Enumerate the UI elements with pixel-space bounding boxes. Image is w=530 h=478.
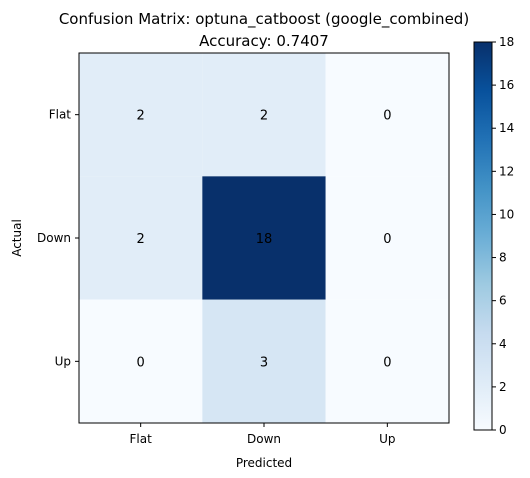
cell-value-label: 2 <box>260 109 268 124</box>
colorbar-tick-label: 2 <box>499 380 507 394</box>
heatmap-cell <box>202 299 326 423</box>
heatmap-cells <box>79 53 449 423</box>
heatmap-cell <box>325 53 449 177</box>
cell-value-label: 2 <box>137 232 145 247</box>
heatmap-cell <box>325 299 449 423</box>
colorbar <box>473 41 493 431</box>
y-axis-label: Actual <box>10 219 24 257</box>
cell-value-label: 2 <box>137 109 145 124</box>
y-tick-label: Down <box>37 231 71 245</box>
x-axis-label: Predicted <box>236 456 292 470</box>
cell-value-label: 0 <box>383 232 391 247</box>
heatmap-cell <box>202 53 326 177</box>
x-axis-ticks: Flat Down Up <box>130 423 396 446</box>
x-tick-label: Up <box>379 432 395 446</box>
colorbar-tick-label: 8 <box>499 251 507 265</box>
colorbar-tick-label: 10 <box>499 207 514 221</box>
colorbar-tick-label: 18 <box>499 35 514 49</box>
cell-value-label: 0 <box>383 355 391 370</box>
chart-title: Confusion Matrix: optuna_catboost (googl… <box>59 10 469 29</box>
heatmap-cell <box>79 176 203 300</box>
colorbar-ticks: 0 2 4 6 8 10 12 14 16 18 <box>492 35 514 437</box>
cell-value-label: 3 <box>260 355 268 370</box>
colorbar-tick-label: 6 <box>499 294 507 308</box>
y-tick-label: Up <box>55 354 71 368</box>
x-tick-label: Flat <box>130 432 153 446</box>
y-tick-label: Flat <box>49 108 72 122</box>
cell-value-labels: 2 2 0 2 18 0 0 3 0 <box>137 109 392 371</box>
heatmap-cell <box>325 176 449 300</box>
x-tick-label: Down <box>247 432 281 446</box>
cell-value-label: 0 <box>137 355 145 370</box>
heatmap-cell <box>79 299 203 423</box>
y-axis-ticks: Flat Down Up <box>37 108 79 368</box>
heatmap-cell <box>79 53 203 177</box>
cell-value-label: 18 <box>256 232 273 247</box>
chart-subtitle: Accuracy: 0.7407 <box>199 32 329 50</box>
colorbar-tick-label: 12 <box>499 164 514 178</box>
colorbar-tick-label: 14 <box>499 121 514 135</box>
colorbar-tick-label: 0 <box>499 423 507 437</box>
heatmap-cell <box>202 176 326 300</box>
cell-value-label: 0 <box>383 109 391 124</box>
colorbar-tick-label: 16 <box>499 78 514 92</box>
colorbar-tick-label: 4 <box>499 337 507 351</box>
